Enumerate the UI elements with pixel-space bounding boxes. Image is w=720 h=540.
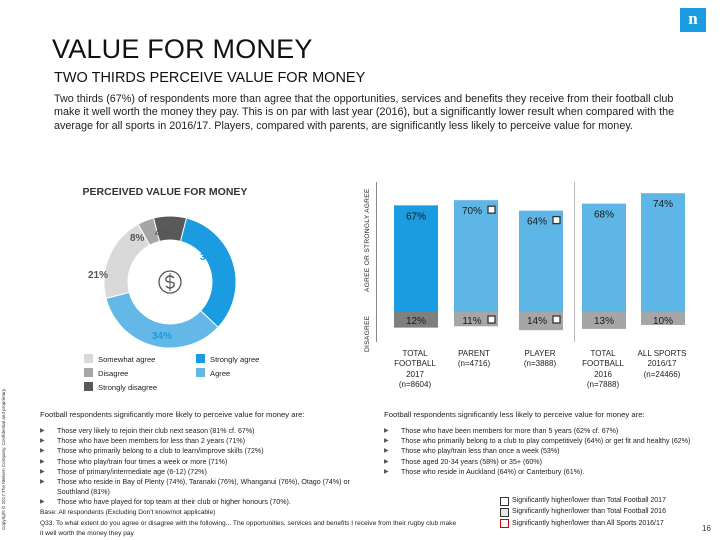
disagree-value-label-3: 13% <box>594 316 614 327</box>
disagree-bar-1 <box>454 312 498 327</box>
donut-chart <box>103 215 237 349</box>
list-item: Those who reside in Bay of Plenty (74%),… <box>40 477 360 497</box>
pie-slice-strongly-agree <box>179 217 237 328</box>
legend-label-strongly-disagree: Strongly disagree <box>98 383 158 392</box>
question-note: Q33. To what extent do you agree or disa… <box>40 519 457 538</box>
sig-marker-agree-2 <box>552 215 561 225</box>
pie-slice-strongly-disagree <box>152 215 188 242</box>
axis-label-disagree: DISAGREE <box>364 315 371 352</box>
sig-marker-disagree-1 <box>487 315 496 324</box>
sig-marker-agree-1 <box>487 205 496 214</box>
axis-label-agree: AGREE OR STRONGLY AGREE <box>364 188 371 292</box>
more-likely-list: Those very likely to rejoin their club n… <box>40 426 360 508</box>
agree-bar-1 <box>454 200 498 312</box>
list-item: Those who play/train four times a week o… <box>40 457 360 467</box>
less-likely-list: Those who have been members for more tha… <box>384 426 706 477</box>
disagree-bar-2 <box>519 312 563 331</box>
legend-swatch-agree <box>196 368 205 377</box>
legend-label-strongly-agree: Strongly agree <box>210 355 260 364</box>
page-title: VALUE FOR MONEY <box>52 34 313 64</box>
agree-value-label-0: 67% <box>406 211 426 222</box>
agree-value-label-3: 68% <box>594 210 614 221</box>
page-subtitle: TWO THIRDS PERCEIVE VALUE FOR MONEY <box>54 70 366 86</box>
list-item: Those who play/train less than once a we… <box>384 446 706 456</box>
bar-divider-line <box>574 182 575 342</box>
disagree-value-label-0: 12% <box>406 316 426 327</box>
category-label-all-sports: ALL SPORTS 2016/17 (n=24466) <box>637 349 687 379</box>
less-likely-heading: Football respondents significantly less … <box>384 410 645 419</box>
intro-paragraph: Two thirds (67%) of respondents more tha… <box>54 93 675 132</box>
bar-chart: 67% 70% 64% 68% 74% 12% 11% 14% 13% 10% <box>394 193 685 331</box>
legend-label-agree: Agree <box>210 369 231 378</box>
category-label-total-football-2017: TOTAL FOOTBALL 2017 (n=8604) <box>394 349 436 389</box>
disagree-bar-3 <box>582 312 626 329</box>
list-item: Those who have played for top team at th… <box>40 497 360 507</box>
legend-swatch-somewhat-agree <box>84 354 93 363</box>
pie-title: PERCEIVED VALUE FOR MONEY <box>82 186 248 198</box>
nielsen-logo: n <box>680 8 706 32</box>
dollar-sign-icon <box>158 270 182 294</box>
legend-swatch-strongly-agree <box>196 354 205 363</box>
pie-label-strongly-disagree: 8% <box>130 233 145 244</box>
key-box-all-sports <box>500 519 509 528</box>
disagree-value-label-1: 11% <box>462 316 481 327</box>
disagree-value-label-4: 10% <box>653 316 673 327</box>
agree-value-label-4: 74% <box>653 199 673 210</box>
key-label-2: Significantly higher/lower than Total Fo… <box>512 508 666 515</box>
disagree-bar-4 <box>641 312 685 325</box>
pie-label-strongly-agree: 33% <box>200 252 221 263</box>
key-box-total-football-2016 <box>500 508 509 517</box>
list-item: Those who have been members for more tha… <box>384 426 706 436</box>
category-label-player: PLAYER (n=3888) <box>523 349 557 369</box>
list-item: Those who have been members for less tha… <box>40 436 360 446</box>
agree-bar-2 <box>519 210 563 312</box>
page-number: 16 <box>702 524 711 533</box>
legend-swatch-strongly-disagree <box>84 382 93 391</box>
list-item: Those of primary/intermediate age (6-12)… <box>40 467 360 477</box>
disagree-bar-0 <box>394 312 438 328</box>
list-item: Those aged 20-34 years (58%) or 35+ (60%… <box>384 457 706 467</box>
disagree-value-label-2: 14% <box>527 316 547 327</box>
key-label-1: Significantly higher/lower than Total Fo… <box>512 497 666 504</box>
base-note: Base: All respondents (Excluding Don't k… <box>40 509 216 516</box>
footer-notes: Base: All respondents (Excluding Don't k… <box>40 508 460 540</box>
list-item: Those who primarily belong to a club to … <box>40 446 360 456</box>
category-label-parent: PARENT (n=4716) <box>457 349 491 369</box>
agree-bar-0 <box>394 205 438 312</box>
bar-axis-line <box>376 182 377 342</box>
agree-value-label-1: 70% <box>462 206 482 217</box>
agree-value-label-2: 64% <box>527 217 547 228</box>
legend-swatch-disagree <box>84 368 93 377</box>
copyright-notice: Copyright © 2017 The Nielsen Company. Co… <box>1 387 6 530</box>
key-box-total-football-2017 <box>500 497 509 506</box>
key-label-3: Significantly higher/lower than All Spor… <box>512 520 664 527</box>
legend-label-disagree: Disagree <box>98 369 129 378</box>
list-item: Those very likely to rejoin their club n… <box>40 426 360 436</box>
legend-label-somewhat-agree: Somewhat agree <box>98 355 156 364</box>
pie-label-agree: 34% <box>152 331 173 342</box>
pie-label-somewhat-agree: 21% <box>88 270 109 281</box>
list-item: Those who reside in Auckland (64%) or Ca… <box>384 467 706 477</box>
more-likely-heading: Football respondents significantly more … <box>40 410 305 419</box>
list-item: Those who primarily belong to a club to … <box>384 436 706 446</box>
sig-marker-disagree-2 <box>552 315 561 324</box>
pie-label-disagree: 4% <box>155 228 170 239</box>
agree-bar-4 <box>641 193 685 312</box>
agree-bar-3 <box>582 203 626 312</box>
category-label-total-football-2016: TOTAL FOOTBALL 2016 (n=7888) <box>582 349 624 389</box>
